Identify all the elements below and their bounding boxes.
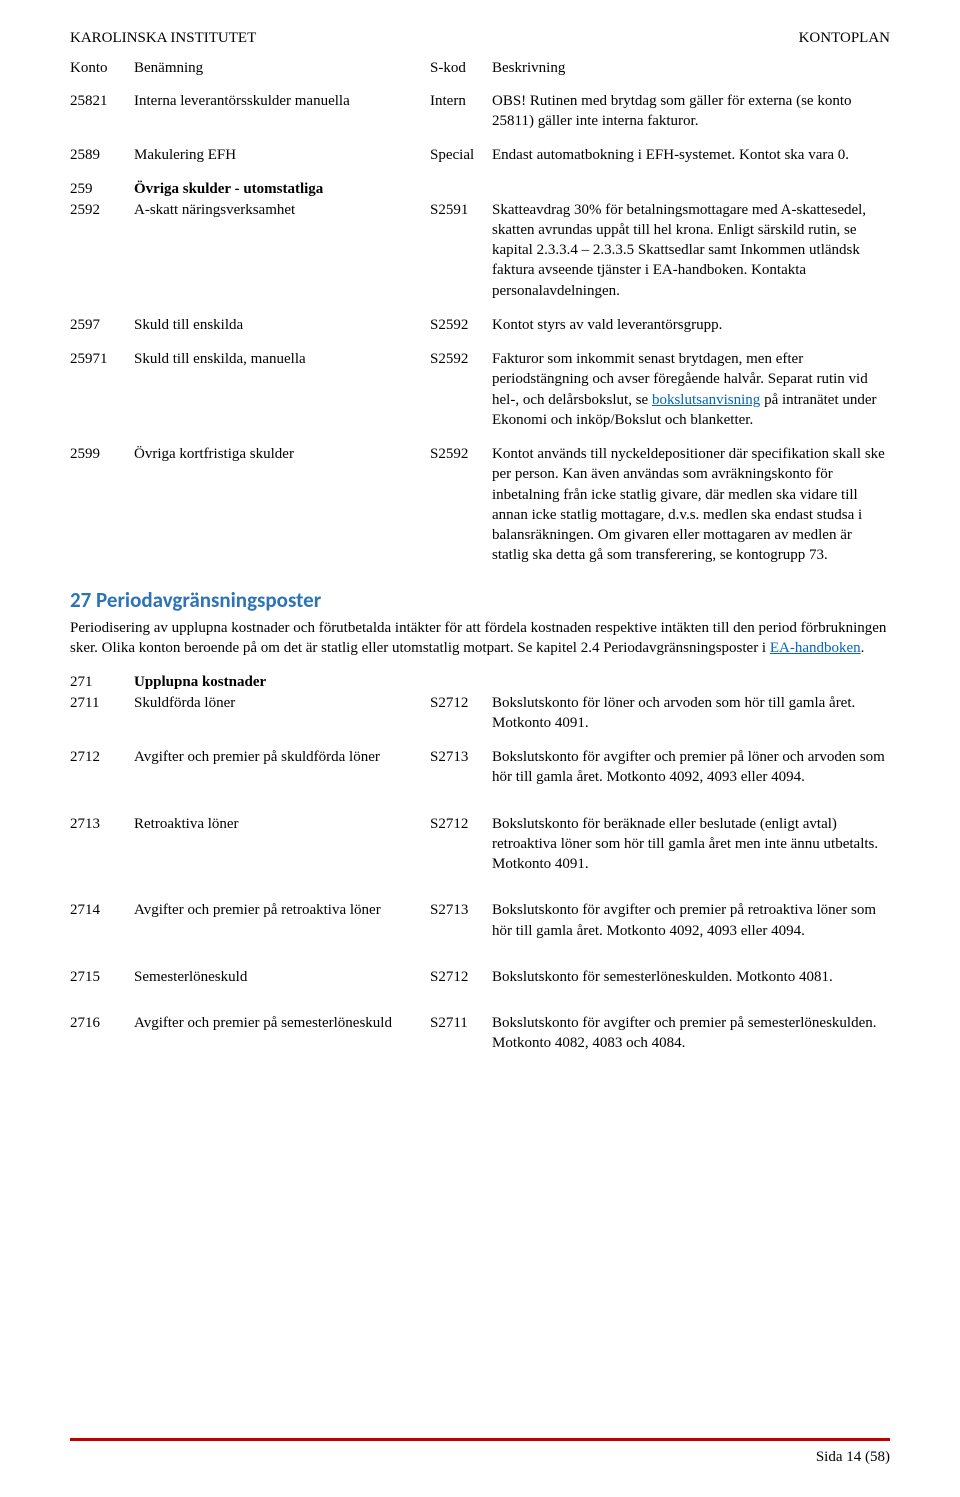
col-skod: S-kod xyxy=(430,58,492,78)
page-number: Sida 14 (58) xyxy=(70,1447,890,1467)
konto: 2592 xyxy=(70,200,134,301)
table-row: 2713 Retroaktiva löner S2712 Bokslutskon… xyxy=(70,814,890,875)
benamning: Interna leverantörsskulder manuella xyxy=(134,91,430,132)
beskrivning: OBS! Rutinen med brytdag som gäller för … xyxy=(492,91,890,132)
table-row: 2592 A-skatt näringsverksamhet S2591 Ska… xyxy=(70,200,890,301)
benamning: Makulering EFH xyxy=(134,145,430,165)
benamning: Avgifter och premier på semesterlöneskul… xyxy=(134,1013,430,1054)
beskrivning: Kontot styrs av vald leverantörsgrupp. xyxy=(492,315,890,335)
skod: S2591 xyxy=(430,200,492,301)
table-row: 25971 Skuld till enskilda, manuella S259… xyxy=(70,349,890,430)
benamning: Upplupna kostnader xyxy=(134,672,430,692)
table-subheader: 271 Upplupna kostnader xyxy=(70,672,890,692)
benamning: Övriga skulder - utomstatliga xyxy=(134,179,430,199)
skod: S2712 xyxy=(430,967,492,987)
beskrivning xyxy=(492,672,890,692)
skod: S2592 xyxy=(430,444,492,566)
benamning: Skuld till enskilda xyxy=(134,315,430,335)
table-row: 2597 Skuld till enskilda S2592 Kontot st… xyxy=(70,315,890,335)
header-left: KAROLINSKA INSTITUTET xyxy=(70,28,256,48)
footer-rule xyxy=(70,1438,890,1441)
table-subheader: 259 Övriga skulder - utomstatliga xyxy=(70,179,890,199)
col-benamning: Benämning xyxy=(134,58,430,78)
skod: S2713 xyxy=(430,747,492,788)
beskrivning: Endast automatbokning i EFH-systemet. Ko… xyxy=(492,145,890,165)
beskrivning: Bokslutskonto för semesterlöneskulden. M… xyxy=(492,967,890,987)
bokslutsanvisning-link[interactable]: bokslutsanvisning xyxy=(652,392,760,408)
benamning: Övriga kortfristiga skulder xyxy=(134,444,430,566)
intro-pre: Periodisering av upplupna kostnader och … xyxy=(70,620,886,656)
beskrivning: Fakturor som inkommit senast brytdagen, … xyxy=(492,349,890,430)
konto: 2713 xyxy=(70,814,134,875)
beskrivning: Skatteavdrag 30% för betalningsmottagare… xyxy=(492,200,890,301)
col-konto: Konto xyxy=(70,58,134,78)
konto: 2599 xyxy=(70,444,134,566)
beskrivning: Bokslutskonto för avgifter och premier p… xyxy=(492,900,890,941)
skod: S2592 xyxy=(430,349,492,430)
section-title-27: 27 Periodavgränsningsposter xyxy=(70,586,890,614)
konto: 2715 xyxy=(70,967,134,987)
benamning: A-skatt näringsverksamhet xyxy=(134,200,430,301)
beskrivning xyxy=(492,179,890,199)
konto: 2711 xyxy=(70,693,134,734)
ea-handboken-link[interactable]: EA-handboken xyxy=(770,640,861,656)
konto: 25821 xyxy=(70,91,134,132)
skod xyxy=(430,179,492,199)
skod: S2592 xyxy=(430,315,492,335)
table-row: 2714 Avgifter och premier på retroaktiva… xyxy=(70,900,890,941)
table-row: 2599 Övriga kortfristiga skulder S2592 K… xyxy=(70,444,890,566)
skod: S2712 xyxy=(430,693,492,734)
skod: S2713 xyxy=(430,900,492,941)
konto: 2712 xyxy=(70,747,134,788)
intro-post: . xyxy=(861,640,865,656)
konto: 25971 xyxy=(70,349,134,430)
skod: S2711 xyxy=(430,1013,492,1054)
col-beskrivning: Beskrivning xyxy=(492,58,890,78)
table-row: 2589 Makulering EFH Special Endast autom… xyxy=(70,145,890,165)
skod: S2712 xyxy=(430,814,492,875)
beskrivning: Bokslutskonto för löner och arvoden som … xyxy=(492,693,890,734)
skod: Special xyxy=(430,145,492,165)
benamning: Semesterlöneskuld xyxy=(134,967,430,987)
column-headers: Konto Benämning S-kod Beskrivning xyxy=(70,58,890,78)
table-row: 25821 Interna leverantörsskulder manuell… xyxy=(70,91,890,132)
konto: 2714 xyxy=(70,900,134,941)
konto: 259 xyxy=(70,179,134,199)
konto: 2589 xyxy=(70,145,134,165)
beskrivning: Bokslutskonto för beräknade eller beslut… xyxy=(492,814,890,875)
table-row: 2715 Semesterlöneskuld S2712 Bokslutskon… xyxy=(70,967,890,987)
konto: 2597 xyxy=(70,315,134,335)
benamning: Avgifter och premier på retroaktiva löne… xyxy=(134,900,430,941)
page: KAROLINSKA INSTITUTET KONTOPLAN Konto Be… xyxy=(0,0,960,1497)
konto: 271 xyxy=(70,672,134,692)
table-row: 2712 Avgifter och premier på skuldförda … xyxy=(70,747,890,788)
beskrivning: Bokslutskonto för avgifter och premier p… xyxy=(492,1013,890,1054)
table-row: 2716 Avgifter och premier på semesterlön… xyxy=(70,1013,890,1054)
skod: Intern xyxy=(430,91,492,132)
beskrivning: Bokslutskonto för avgifter och premier p… xyxy=(492,747,890,788)
beskrivning: Kontot används till nyckeldepositioner d… xyxy=(492,444,890,566)
benamning: Retroaktiva löner xyxy=(134,814,430,875)
benamning: Skuldförda löner xyxy=(134,693,430,734)
doc-header: KAROLINSKA INSTITUTET KONTOPLAN xyxy=(70,28,890,48)
benamning: Skuld till enskilda, manuella xyxy=(134,349,430,430)
header-right: KONTOPLAN xyxy=(799,28,890,48)
benamning: Avgifter och premier på skuldförda löner xyxy=(134,747,430,788)
skod xyxy=(430,672,492,692)
table-row: 2711 Skuldförda löner S2712 Bokslutskont… xyxy=(70,693,890,734)
page-footer: Sida 14 (58) xyxy=(70,1438,890,1467)
konto: 2716 xyxy=(70,1013,134,1054)
section-intro-27: Periodisering av upplupna kostnader och … xyxy=(70,618,890,659)
